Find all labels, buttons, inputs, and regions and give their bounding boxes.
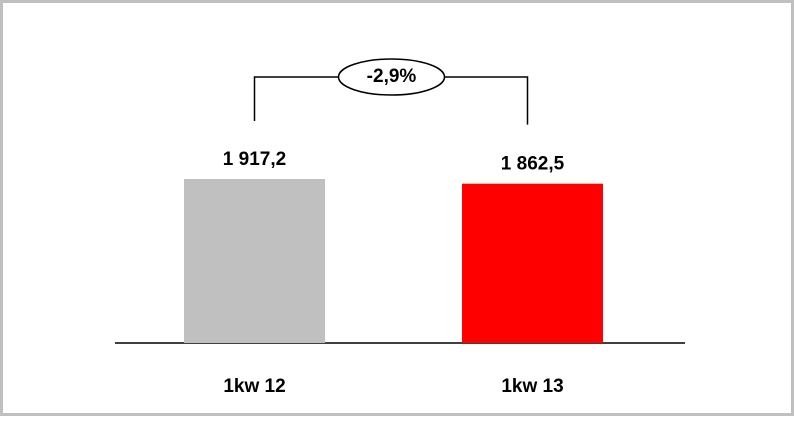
x-tick-label: 1kw 13 — [501, 376, 563, 397]
annotation-bubble — [337, 58, 446, 96]
value-label: 1 917,2 — [223, 149, 286, 170]
bar — [184, 179, 325, 343]
value-label: 1 862,5 — [501, 154, 565, 175]
x-tick-label: 1kw 12 — [223, 376, 285, 397]
bar — [462, 183, 603, 343]
annotation: -2,9% — [367, 66, 417, 87]
